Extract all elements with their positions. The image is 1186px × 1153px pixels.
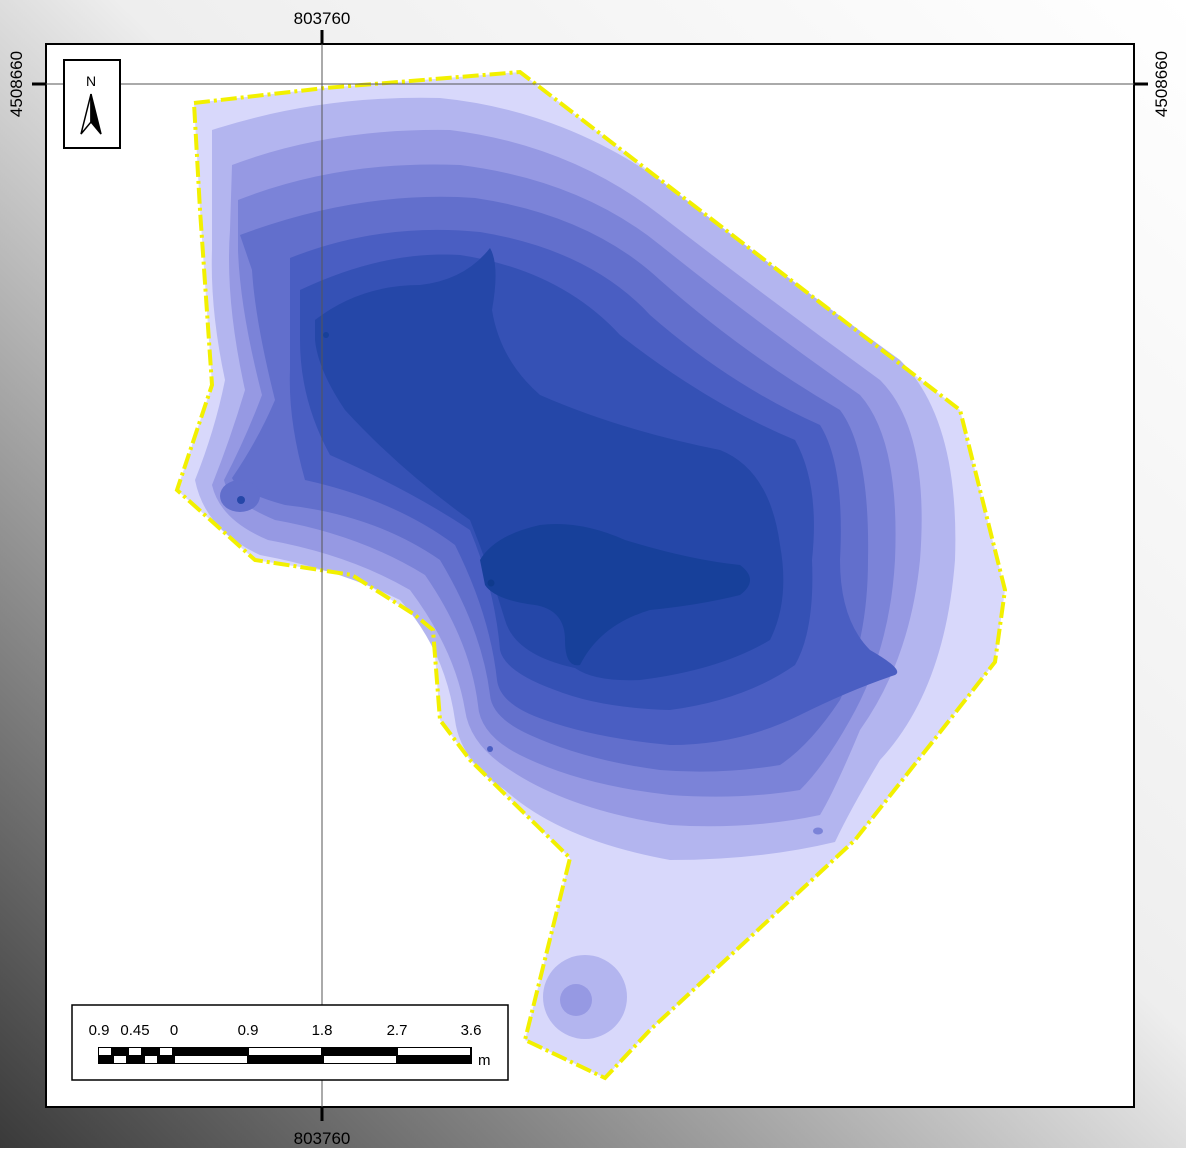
scale-segment (99, 1048, 111, 1055)
scale-segment (114, 1056, 126, 1063)
scale-tick-label: 3.6 (461, 1022, 482, 1039)
depth-pocket-west (220, 480, 260, 512)
scale-unit: m (478, 1052, 491, 1069)
scale-tick-label: 0.9 (238, 1022, 259, 1039)
depth-pocket-south-inner (560, 984, 592, 1016)
depth-level-9 (480, 524, 750, 666)
scale-tick-label: 0.9 (89, 1022, 110, 1039)
sample-point (323, 332, 329, 338)
scale-segment (145, 1056, 157, 1063)
scale-bar: 0.9 0.45 0 0.9 1.8 2.7 3.6 m (71, 1004, 509, 1081)
scale-segment (398, 1048, 470, 1055)
scale-segment (160, 1048, 172, 1055)
survey-boundary (174, 69, 1008, 1081)
depth-contours (177, 72, 1005, 1078)
scale-tick-label: 2.7 (387, 1022, 408, 1039)
scale-bar-box (71, 1004, 509, 1081)
scale-bar-labels: 0.9 0.45 0 0.9 1.8 2.7 3.6 (89, 1022, 482, 1039)
sample-point (237, 496, 245, 504)
scale-segment (129, 1048, 141, 1055)
north-arrow: N (63, 59, 121, 149)
north-label: N (86, 73, 96, 89)
sample-point (487, 579, 495, 587)
scale-segment (175, 1056, 247, 1063)
grid-label-bottom: 803760 (294, 1129, 351, 1148)
scale-segment (249, 1048, 321, 1055)
scale-segment (324, 1056, 396, 1063)
sample-point (487, 746, 493, 752)
scale-tick-label: 0 (170, 1022, 178, 1039)
scale-tick-label: 0.45 (120, 1022, 149, 1039)
grid-label-left: 4508660 (7, 51, 26, 117)
grid-label-top: 803760 (294, 9, 351, 28)
scale-tick-label: 1.8 (312, 1022, 333, 1039)
sample-point (813, 827, 823, 835)
grid-label-right: 4508660 (1152, 51, 1171, 117)
north-arrow-fill-icon (90, 93, 102, 135)
